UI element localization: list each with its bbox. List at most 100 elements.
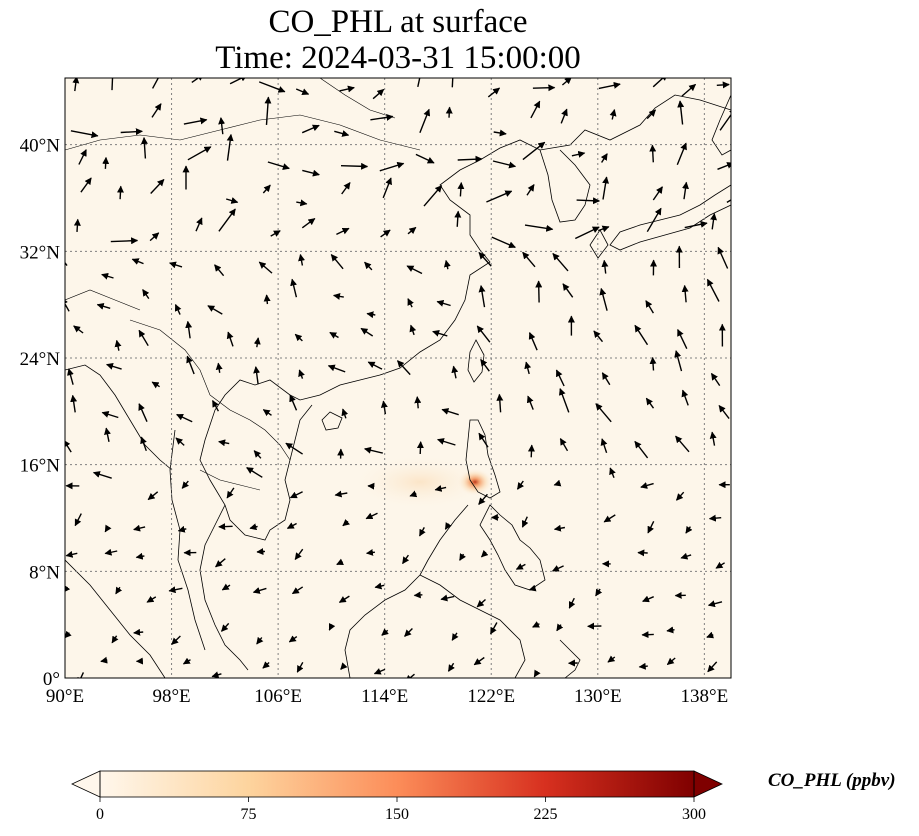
wind-arrow (341, 182, 351, 195)
wind-arrow (491, 236, 516, 249)
wind-arrow (406, 265, 423, 275)
wind-arrow (111, 635, 119, 644)
wind-arrow (218, 117, 226, 135)
wind-arrow (140, 137, 148, 159)
wind-arrow (195, 217, 203, 232)
colorbar-extend-min (71, 770, 101, 798)
wind-arrow (521, 516, 529, 528)
wind-arrow (381, 628, 389, 636)
wind-arrow (288, 635, 298, 643)
wind-arrow (640, 482, 654, 489)
wind-arrow (649, 356, 657, 371)
wind-arrow (142, 289, 150, 299)
wind-arrow (457, 155, 483, 163)
colorbar-tick-0: 0 (96, 806, 104, 823)
wind-arrow (436, 299, 451, 307)
wind-arrow (138, 329, 149, 347)
wind-arrow (676, 142, 687, 166)
wind-arrow (294, 333, 303, 342)
wind-arrow (646, 207, 662, 233)
wind-arrow (252, 587, 267, 594)
wind-arrow (478, 251, 492, 267)
wind-arrow (489, 622, 498, 635)
wind-arrow (710, 372, 721, 386)
wind-arrow (339, 85, 355, 93)
wind-arrow (379, 161, 405, 172)
wind-arrow (441, 408, 459, 416)
wind-arrow (150, 178, 165, 194)
wind-arrow (685, 525, 693, 534)
wind-arrow (486, 190, 513, 203)
wind-arrow (708, 514, 722, 522)
wind-arrow (207, 305, 223, 315)
wind-arrow (609, 467, 616, 479)
wind-arrow (77, 672, 85, 678)
wind-arrow (407, 298, 414, 308)
colorbar-tick-300: 300 (682, 806, 706, 823)
wind-arrow (100, 656, 108, 664)
wind-arrow (151, 381, 160, 389)
wind-arrow (101, 411, 119, 419)
wind-arrow (413, 591, 423, 599)
wind-arrow (595, 403, 612, 423)
wind-arrow (674, 350, 683, 372)
wind-arrow (133, 628, 144, 636)
wind-arrow (183, 117, 208, 125)
wind-arrow (218, 208, 236, 232)
wind-arrow (360, 327, 374, 337)
wind-arrow (719, 107, 731, 131)
wind-arrow (262, 409, 272, 417)
map-time: Time: 2024-03-31 15:00:00 (215, 40, 581, 76)
wind-arrow (146, 595, 157, 603)
wind-arrow (116, 185, 124, 200)
wind-arrow (710, 213, 717, 230)
wind-arrow (576, 197, 600, 205)
wind-arrow (169, 261, 183, 269)
wind-arrow (706, 631, 715, 639)
wind-arrow (478, 493, 488, 505)
wind-arrow (215, 362, 223, 373)
wind-arrow (423, 185, 443, 207)
wind-arrow (226, 197, 239, 204)
wind-arrow (522, 141, 546, 161)
wind-arrow (67, 368, 74, 385)
wind-arrow (496, 393, 504, 413)
wind-arrow (380, 229, 391, 238)
wind-arrow (296, 661, 304, 673)
wind-arrow (226, 133, 234, 161)
wind-arrow (336, 558, 344, 566)
wind-arrow (561, 78, 572, 86)
wind-arrow (524, 224, 554, 232)
map-background (65, 78, 731, 678)
wind-arrow (528, 584, 537, 592)
wind-arrow (151, 78, 160, 89)
wind-arrow (336, 227, 350, 236)
wind-arrow (370, 113, 394, 121)
wind-arrow (440, 594, 455, 602)
wind-arrow (598, 81, 621, 90)
wind-arrow (328, 622, 336, 631)
wind-arrow (334, 490, 348, 498)
wind-arrow (457, 182, 465, 197)
wind-arrow (374, 582, 385, 590)
wind-arrow (185, 320, 193, 339)
wind-arrow (599, 287, 608, 311)
wind-arrow (459, 553, 466, 561)
wind-arrow (226, 487, 235, 499)
wind-arrow (289, 394, 298, 411)
wind-arrow (437, 438, 456, 446)
wind-arrow (515, 563, 526, 570)
wind-arrow (492, 160, 517, 169)
wind-arrow (120, 128, 143, 136)
wind-arrow (419, 108, 431, 133)
wind-arrow (473, 656, 485, 666)
wind-arrow (286, 522, 297, 530)
lon-tick-label: 130°E (574, 686, 622, 707)
wind-arrow (402, 554, 410, 565)
wind-arrow (366, 548, 375, 556)
lon-tick-label: 114°E (361, 686, 408, 707)
wind-arrow (373, 668, 386, 675)
wind-arrow (530, 100, 541, 119)
wind-arrow (487, 87, 501, 98)
wind-arrow (290, 278, 298, 298)
